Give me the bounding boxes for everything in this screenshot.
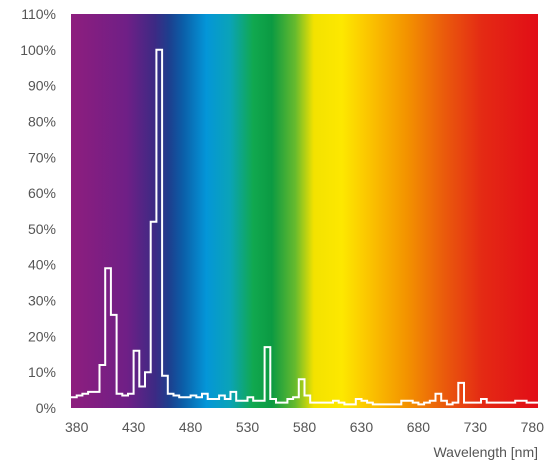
y-tick-label: 90% xyxy=(28,78,56,94)
y-tick-label: 40% xyxy=(28,257,56,273)
x-tick-label: 680 xyxy=(407,419,431,435)
spectrum-background xyxy=(71,14,538,408)
x-tick-label: 530 xyxy=(236,419,260,435)
x-axis-title: Wavelength [nm] xyxy=(433,444,538,460)
y-tick-label: 60% xyxy=(28,185,56,201)
y-tick-label: 30% xyxy=(28,293,56,309)
x-tick-label: 630 xyxy=(350,419,374,435)
x-tick-label: 730 xyxy=(464,419,488,435)
x-tick-label: 430 xyxy=(122,419,146,435)
y-tick-label: 50% xyxy=(28,221,56,237)
y-tick-label: 100% xyxy=(20,42,56,58)
y-tick-label: 20% xyxy=(28,328,56,344)
y-tick-label: 0% xyxy=(36,400,56,416)
y-tick-label: 70% xyxy=(28,149,56,165)
x-tick-label: 380 xyxy=(65,419,89,435)
y-tick-label: 80% xyxy=(28,113,56,129)
y-axis-tick-labels: 0% 10% 20% 30% 40% 50% 60% 70% 80% 90% 100% 110% xyxy=(20,6,56,416)
spectrum-series-line xyxy=(71,48,538,406)
x-tick-label: 780 xyxy=(521,419,545,435)
y-tick-label: 110% xyxy=(21,6,56,22)
x-tick-label: 480 xyxy=(179,419,203,435)
x-axis-tick-labels: 380 430 480 530 580 630 680 730 780 xyxy=(65,419,544,435)
y-tick-label: 10% xyxy=(28,364,56,380)
x-tick-label: 580 xyxy=(293,419,317,435)
